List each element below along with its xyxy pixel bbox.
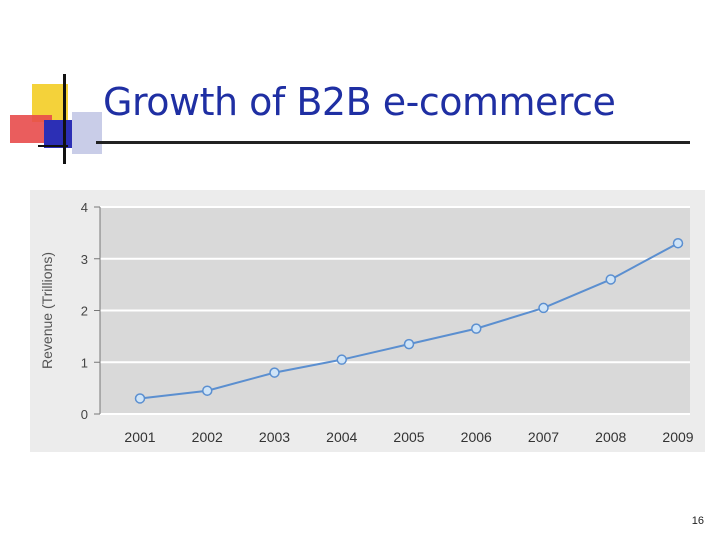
slide-title: Growth of B2B e-commerce <box>103 80 616 124</box>
data-point <box>538 302 549 314</box>
data-point <box>336 354 347 365</box>
decor-horizontal-line <box>38 145 68 147</box>
page-number: 16 <box>691 515 704 527</box>
decor-blue-square <box>44 120 72 148</box>
y-tick-label: 4 <box>81 200 88 215</box>
x-tick-label: 2009 <box>662 429 693 445</box>
data-point <box>672 237 684 249</box>
data-point <box>269 367 280 378</box>
x-tick-label: 2003 <box>259 429 290 445</box>
chart-container: 0 1 2 3 4 2001 2002 2003 2004 2005 2006 2007 2008 200… <box>30 190 705 452</box>
data-point <box>403 338 415 350</box>
x-tick-label: 2007 <box>528 429 559 445</box>
x-tick-label: 2001 <box>124 429 155 445</box>
title-underline <box>96 141 690 144</box>
x-tick-label: 2008 <box>595 429 626 445</box>
data-point <box>471 323 482 334</box>
y-tick-label: 0 <box>81 407 88 422</box>
x-tick-label: 2006 <box>461 429 492 445</box>
data-point <box>605 274 616 285</box>
y-tick-label: 2 <box>81 304 88 319</box>
revenue-line-chart: 0 1 2 3 4 2001 2002 2003 2004 2005 2006 2007 2008 200… <box>30 190 705 452</box>
decor-lightblue-square <box>72 112 102 154</box>
decor-vertical-line <box>63 74 66 164</box>
y-tick-label: 3 <box>81 252 88 267</box>
y-axis-label: Revenue (Trillions) <box>39 252 55 369</box>
x-tick-label: 2005 <box>393 429 424 445</box>
data-point <box>134 393 146 404</box>
y-tick-label: 1 <box>81 355 88 370</box>
x-tick-label: 2004 <box>326 429 357 445</box>
x-tick-label: 2002 <box>192 429 223 445</box>
data-point <box>202 385 213 396</box>
